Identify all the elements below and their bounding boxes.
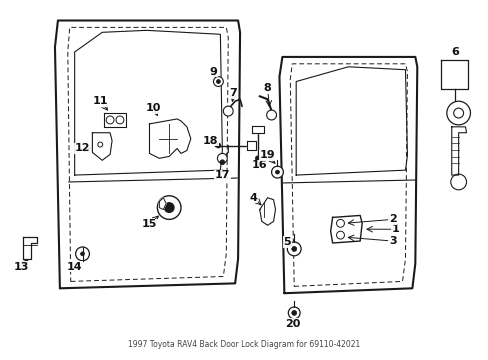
Circle shape: [164, 203, 174, 212]
Text: 13: 13: [14, 262, 29, 272]
Text: 14: 14: [67, 262, 82, 272]
Circle shape: [81, 252, 84, 256]
Text: 7: 7: [229, 88, 237, 98]
Circle shape: [336, 219, 344, 227]
Circle shape: [217, 153, 227, 163]
Text: 10: 10: [145, 103, 161, 113]
Text: 5: 5: [283, 237, 290, 247]
Polygon shape: [259, 198, 275, 225]
Circle shape: [216, 80, 220, 84]
Polygon shape: [92, 133, 112, 160]
Text: 16: 16: [251, 160, 267, 170]
Circle shape: [213, 77, 223, 86]
Circle shape: [453, 108, 463, 118]
Polygon shape: [440, 60, 468, 89]
Circle shape: [287, 242, 301, 256]
Circle shape: [450, 174, 466, 190]
Polygon shape: [23, 237, 37, 259]
Text: 12: 12: [75, 144, 90, 153]
Text: 8: 8: [263, 84, 271, 94]
Text: 1: 1: [391, 224, 399, 234]
Circle shape: [220, 160, 224, 165]
Text: 17: 17: [214, 170, 230, 180]
Circle shape: [446, 101, 469, 125]
Text: 9: 9: [209, 67, 217, 77]
Circle shape: [271, 166, 283, 178]
Text: 1997 Toyota RAV4 Back Door Lock Diagram for 69110-42021: 1997 Toyota RAV4 Back Door Lock Diagram …: [128, 340, 359, 349]
Circle shape: [291, 247, 296, 251]
Polygon shape: [246, 141, 255, 150]
Circle shape: [216, 143, 221, 148]
Text: 6: 6: [450, 47, 458, 57]
Polygon shape: [251, 126, 263, 133]
Circle shape: [266, 110, 276, 120]
Polygon shape: [330, 215, 362, 243]
Polygon shape: [149, 119, 190, 158]
Text: 20: 20: [285, 319, 300, 329]
Circle shape: [275, 170, 279, 174]
Circle shape: [157, 196, 181, 219]
Circle shape: [223, 106, 233, 116]
Circle shape: [106, 116, 114, 124]
Circle shape: [98, 142, 102, 147]
Text: 3: 3: [388, 236, 396, 246]
Polygon shape: [451, 127, 466, 175]
Text: 19: 19: [259, 150, 275, 161]
Text: 18: 18: [203, 136, 218, 145]
Circle shape: [336, 231, 344, 239]
Text: 4: 4: [249, 193, 257, 203]
Polygon shape: [159, 198, 166, 210]
Circle shape: [288, 307, 300, 319]
Text: 11: 11: [92, 96, 108, 106]
Text: 2: 2: [388, 215, 396, 224]
Circle shape: [76, 247, 89, 261]
Text: 15: 15: [142, 219, 157, 229]
Circle shape: [255, 156, 260, 161]
Circle shape: [291, 310, 296, 315]
Circle shape: [116, 116, 123, 124]
Polygon shape: [104, 113, 125, 127]
